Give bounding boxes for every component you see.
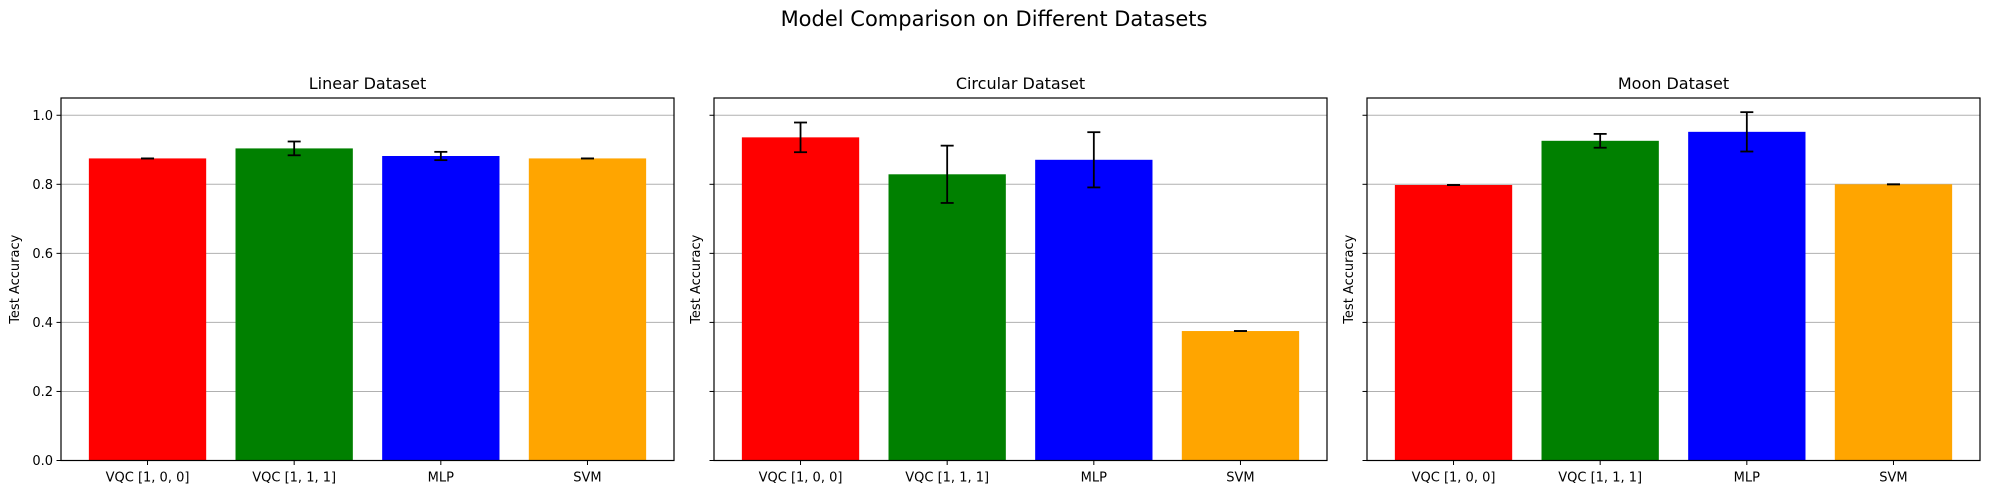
bar-svm [528,158,647,461]
y-tick-label: 0.4 [32,316,53,331]
subplot-1: VQC [1, 0, 0] VQC [1, 1, 1] MLP SVM Circular… [689,74,1328,486]
y-axis-label: Test Accuracy [689,234,704,324]
axes-frame [713,97,1328,462]
bar-mlp [382,156,500,461]
x-tick-label: VQC [1, 1, 1] [1558,471,1642,486]
figure-title: Model Comparison on Different Datasets [781,7,1208,31]
x-tick-label: MLP [428,471,454,486]
bar-vqc-1-0-0- [88,158,207,461]
bar-mlp [1688,131,1806,461]
x-tick-label: MLP [1081,471,1107,486]
bar-vqc-1-0-0- [1394,185,1513,461]
bar-vqc-1-1-1- [1541,140,1659,461]
bar-vqc-1-0-0- [741,137,860,461]
subplot-title: Linear Dataset [309,74,426,93]
x-tick-label: VQC [1, 0, 0] [106,471,190,486]
y-tick-label: 0.0 [32,454,53,469]
subplot-title: Circular Dataset [956,74,1085,93]
subplot-2: VQC [1, 0, 0] VQC [1, 1, 1] MLP SVM Moon Dat… [1342,74,1981,486]
x-tick-label: VQC [1, 0, 0] [1412,471,1496,486]
x-tick-label: MLP [1734,471,1760,486]
x-tick-label: VQC [1, 1, 1] [252,471,336,486]
y-tick-label: 0.8 [32,178,53,193]
axes-frame [1366,97,1981,462]
y-axis-label: Test Accuracy [1342,234,1357,324]
y-tick-label: 1.0 [32,109,53,124]
x-tick-label: SVM [1879,471,1907,486]
bar-svm [1181,331,1300,461]
y-tick-label: 0.6 [32,247,53,262]
axes-frame [60,97,675,462]
bar-vqc-1-1-1- [235,148,353,461]
x-tick-label: VQC [1, 1, 1] [905,471,989,486]
subplot-0: 0.0 0.2 0.4 0.6 0.8 1.0 VQC [1, 0, 0] VQC [1, 1… [8,74,675,486]
x-tick-label: SVM [573,471,601,486]
y-tick-label: 0.2 [32,385,53,400]
bar-mlp [1035,159,1153,461]
x-tick-label: SVM [1226,471,1254,486]
x-tick-label: VQC [1, 0, 0] [759,471,843,486]
bar-vqc-1-1-1- [888,174,1006,461]
bar-svm [1834,184,1953,461]
y-axis-label: Test Accuracy [8,234,23,324]
subplot-title: Moon Dataset [1618,74,1729,93]
